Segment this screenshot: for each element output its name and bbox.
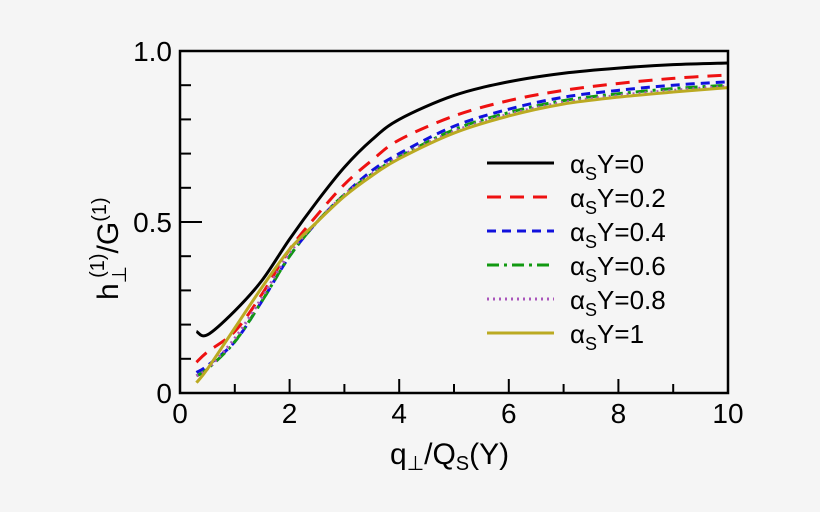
legend-label: αSY=0.4 xyxy=(570,217,666,252)
legend-item: αSY=1 xyxy=(487,319,644,354)
legend-label: αSY=0.6 xyxy=(570,251,666,286)
y-axis-label: h⊥(1)/G(1) xyxy=(87,197,131,300)
axis-tick-labels: 0 2 4 6 8 10 0 0.5 1.0 xyxy=(133,36,744,429)
legend-item: αSY=0 xyxy=(487,149,644,184)
legend-item: αSY=0.4 xyxy=(487,217,666,252)
x-tick-label: 2 xyxy=(282,398,298,429)
series-line-5 xyxy=(195,86,729,384)
x-tick-label: 4 xyxy=(391,398,407,429)
legend-label: αSY=0 xyxy=(570,149,644,184)
legend-item: αSY=0.8 xyxy=(487,285,666,320)
x-axis-label: q⊥/QS(Y) xyxy=(390,438,509,475)
y-tick-label: 0.5 xyxy=(133,207,172,238)
legend-label: αSY=1 xyxy=(570,319,644,354)
x-tick-label: 0 xyxy=(172,398,188,429)
legend-item: αSY=0.6 xyxy=(487,251,666,286)
x-tick-label: 10 xyxy=(712,398,743,429)
series-line-0 xyxy=(195,61,729,338)
y-tick-label: 0 xyxy=(156,378,172,409)
x-tick-label: 6 xyxy=(501,398,517,429)
y-tick-label: 1.0 xyxy=(133,36,172,67)
series-line-1 xyxy=(195,73,729,364)
legend-label: αSY=0.8 xyxy=(570,285,666,320)
series-line-2 xyxy=(195,80,729,374)
legend-label: αSY=0.2 xyxy=(570,183,666,218)
legend-item: αSY=0.2 xyxy=(487,183,666,218)
x-tick-label: 8 xyxy=(611,398,627,429)
plot-lines xyxy=(195,61,729,384)
axis-ticks xyxy=(179,50,729,394)
